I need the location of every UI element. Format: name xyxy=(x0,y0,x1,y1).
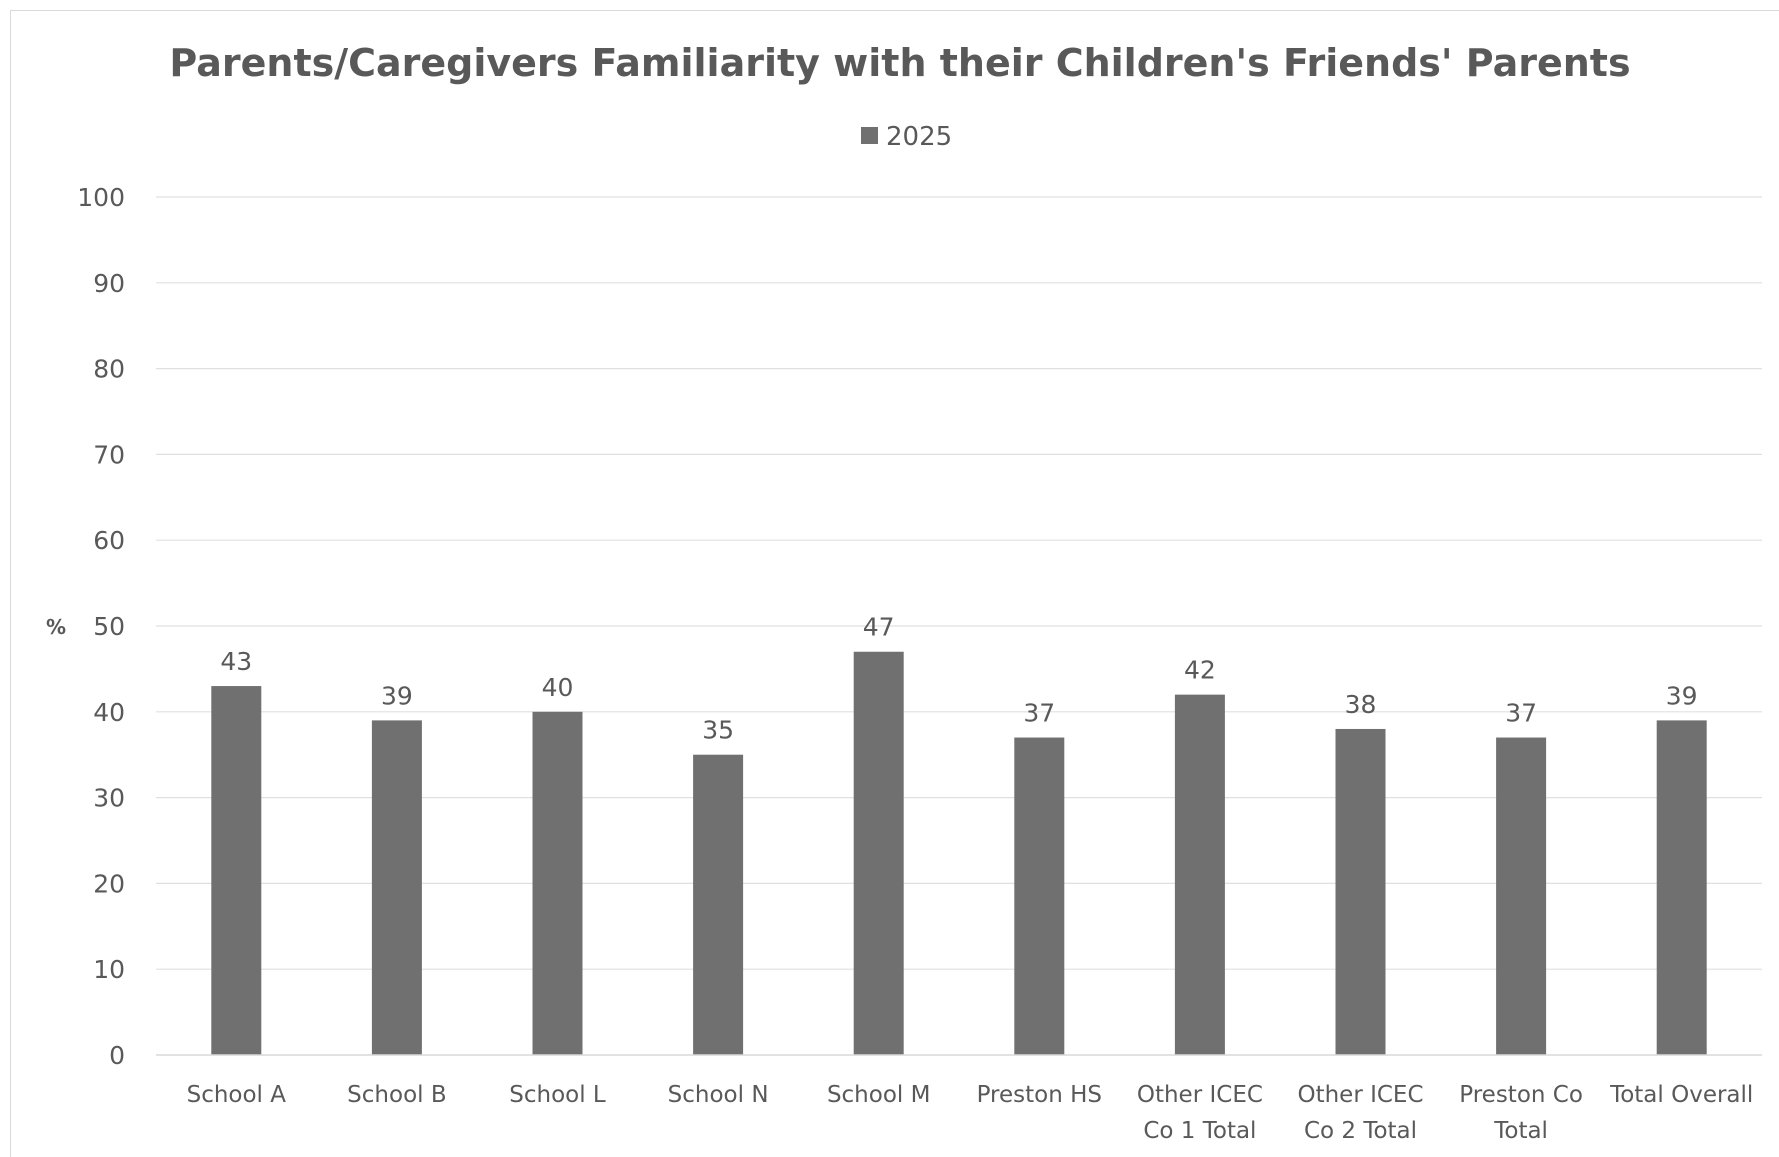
x-tick-label: School A xyxy=(187,1082,287,1108)
bar xyxy=(853,651,904,1055)
y-tick-label: 50 xyxy=(93,612,125,641)
bar xyxy=(1014,737,1065,1055)
bar xyxy=(693,754,744,1055)
x-tick-label-line: Preston Co xyxy=(1459,1082,1583,1108)
x-tick-label-line: School N xyxy=(668,1082,769,1108)
y-tick-label: 70 xyxy=(93,440,125,469)
bar xyxy=(371,720,422,1055)
y-tick-label: 100 xyxy=(77,183,125,212)
bar xyxy=(1335,728,1386,1055)
x-tick-label: School M xyxy=(827,1082,931,1108)
x-tick-label-line: Other ICEC xyxy=(1137,1082,1263,1108)
x-tick-label-line: School M xyxy=(827,1082,931,1108)
x-tick-label: Preston HS xyxy=(977,1082,1102,1108)
y-tick-label: 10 xyxy=(93,955,125,984)
data-label: 37 xyxy=(1023,699,1055,728)
x-tick-label-line: School L xyxy=(509,1082,606,1108)
y-axis-label: % xyxy=(46,615,66,639)
x-tick-label-line: Total Overall xyxy=(1609,1082,1753,1108)
y-tick-label: 0 xyxy=(109,1041,125,1070)
bar xyxy=(1174,694,1225,1055)
gridlines xyxy=(156,196,1762,970)
x-tick-label: School N xyxy=(668,1082,769,1108)
x-tick-label-line: Preston HS xyxy=(977,1082,1102,1108)
y-tick-label: 60 xyxy=(93,526,125,555)
chart-frame xyxy=(10,10,1779,1157)
bar xyxy=(1496,737,1547,1055)
y-tick-label: 80 xyxy=(93,355,125,384)
x-tick-label: Total Overall xyxy=(1609,1082,1753,1108)
data-label: 47 xyxy=(863,613,895,642)
bar xyxy=(211,686,262,1055)
y-tick-label: 90 xyxy=(93,269,125,298)
x-tick-label-line: School A xyxy=(187,1082,287,1108)
data-labels: 43 39 40 35 47 37 42 38 37 39 xyxy=(220,613,1697,745)
data-label: 40 xyxy=(542,673,574,702)
chart-title: Parents/Caregivers Familiarity with thei… xyxy=(169,41,1630,85)
y-tick-label: 40 xyxy=(93,698,125,727)
x-tick-label-line: School B xyxy=(347,1082,446,1108)
data-label: 35 xyxy=(702,716,734,745)
y-axis-ticks: 0 10 20 30 40 50 60 70 80 90 100 xyxy=(77,183,125,1070)
legend: 2025 xyxy=(861,122,952,152)
x-tick-label-line: Co 2 Total xyxy=(1304,1118,1417,1144)
x-tick-label: School L xyxy=(509,1082,606,1108)
y-tick-label: 30 xyxy=(93,784,125,813)
legend-swatch-2025 xyxy=(861,127,878,144)
data-label: 39 xyxy=(381,681,413,710)
x-tick-label-line: Co 1 Total xyxy=(1143,1118,1256,1144)
legend-label-2025: 2025 xyxy=(886,122,952,152)
data-label: 43 xyxy=(220,647,252,676)
x-tick-label: Other ICEC Co 1 Total xyxy=(1137,1082,1263,1144)
data-label: 39 xyxy=(1666,681,1698,710)
x-tick-label: School B xyxy=(347,1082,446,1108)
data-label: 38 xyxy=(1345,690,1377,719)
x-tick-label-line: Other ICEC xyxy=(1297,1082,1423,1108)
bars xyxy=(211,651,1707,1055)
x-tick-label: Other ICEC Co 2 Total xyxy=(1297,1082,1423,1144)
x-tick-label-line: Total xyxy=(1493,1118,1548,1144)
data-label: 37 xyxy=(1505,699,1537,728)
x-tick-label: Preston Co Total xyxy=(1459,1082,1583,1144)
data-label: 42 xyxy=(1184,656,1216,685)
bar xyxy=(1656,720,1707,1055)
x-axis-labels: School A School B School L School N School M… xyxy=(187,1082,1754,1144)
bar xyxy=(532,711,583,1055)
y-tick-label: 20 xyxy=(93,869,125,898)
